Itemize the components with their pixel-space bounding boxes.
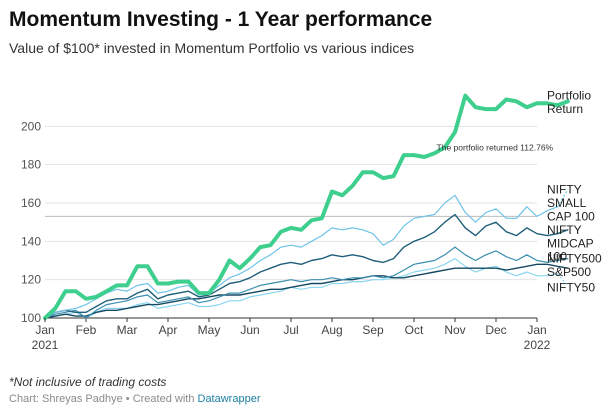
x-tick-label-3: Apr xyxy=(159,323,178,337)
series-label-s-p500-0: S&P500 xyxy=(547,265,591,279)
x-tick-label-7: Aug xyxy=(321,323,342,337)
x-tick-sublabel-0: 2021 xyxy=(32,338,59,352)
x-tick-label-8: Sep xyxy=(362,323,384,337)
annotation-text: The portfolio returned 112.76% xyxy=(437,142,554,152)
chart-title: Momentum Investing - 1 Year performance xyxy=(9,8,433,31)
x-tick-label-4: May xyxy=(198,323,221,337)
series-label-nifty-small-cap-100-1: SMALL xyxy=(547,196,587,210)
series-label-nifty-midcap-100-0: NIFTY xyxy=(547,223,582,237)
series-label-portfolio-return-1: Return xyxy=(547,102,583,116)
series-line-portfolio-return xyxy=(43,93,570,320)
series-label-nifty-midcap-100-1: MIDCAP xyxy=(547,236,594,250)
credit-text: Chart: Shreyas Padhye • Created with xyxy=(9,393,198,405)
series-label-portfolio-return-0: Portfolio xyxy=(547,89,591,103)
x-tick-label-11: Dec xyxy=(485,323,506,337)
y-tick-label-160: 160 xyxy=(21,196,41,210)
x-tick-label-9: Oct xyxy=(405,323,424,337)
credit-line: Chart: Shreyas Padhye • Created with Dat… xyxy=(9,393,260,405)
series-line-nifty-midcap-100 xyxy=(44,213,569,319)
y-tick-label-180: 180 xyxy=(21,158,41,172)
x-tick-label-6: Jul xyxy=(283,323,298,337)
series-line-nifty500 xyxy=(44,246,569,319)
footnote: *Not inclusive of trading costs xyxy=(9,375,167,389)
series-line-s-p500 xyxy=(44,263,569,319)
series-line-dashed-nifty-small-cap-100 xyxy=(556,189,569,208)
series-label-nifty500-0: NIFTY500 xyxy=(547,252,602,266)
y-tick-label-100: 100 xyxy=(21,311,41,325)
annotation: The portfolio returned 112.76% xyxy=(437,142,554,152)
x-tick-label-10: Nov xyxy=(444,323,465,337)
series-line-dashed-nifty50 xyxy=(557,273,569,286)
series-label-nifty-small-cap-100-0: NIFTY xyxy=(547,183,582,197)
x-tick-label-5: Jun xyxy=(240,323,259,337)
x-tick-label-1: Feb xyxy=(76,323,97,337)
x-tick-label-2: Mar xyxy=(117,323,138,337)
x-tick-label-12: Jan xyxy=(527,323,546,337)
series-line-nifty-small-cap-100 xyxy=(44,194,559,319)
x-tick-sublabel-12: 2022 xyxy=(524,338,551,352)
datawrapper-link[interactable]: Datawrapper xyxy=(197,393,261,405)
series-label-nifty50-0: NIFTY50 xyxy=(547,280,595,294)
y-tick-label-200: 200 xyxy=(21,119,41,133)
series-lines xyxy=(43,93,570,320)
series-label-nifty-small-cap-100-2: CAP 100 xyxy=(547,209,595,223)
chart-subtitle: Value of $100* invested in Momentum Port… xyxy=(9,40,415,56)
y-tick-label-120: 120 xyxy=(21,273,41,287)
series-label-nifty-midcap-100-2: 100 xyxy=(547,250,567,264)
y-tick-label-140: 140 xyxy=(21,234,41,248)
x-tick-label-0: Jan xyxy=(35,323,54,337)
